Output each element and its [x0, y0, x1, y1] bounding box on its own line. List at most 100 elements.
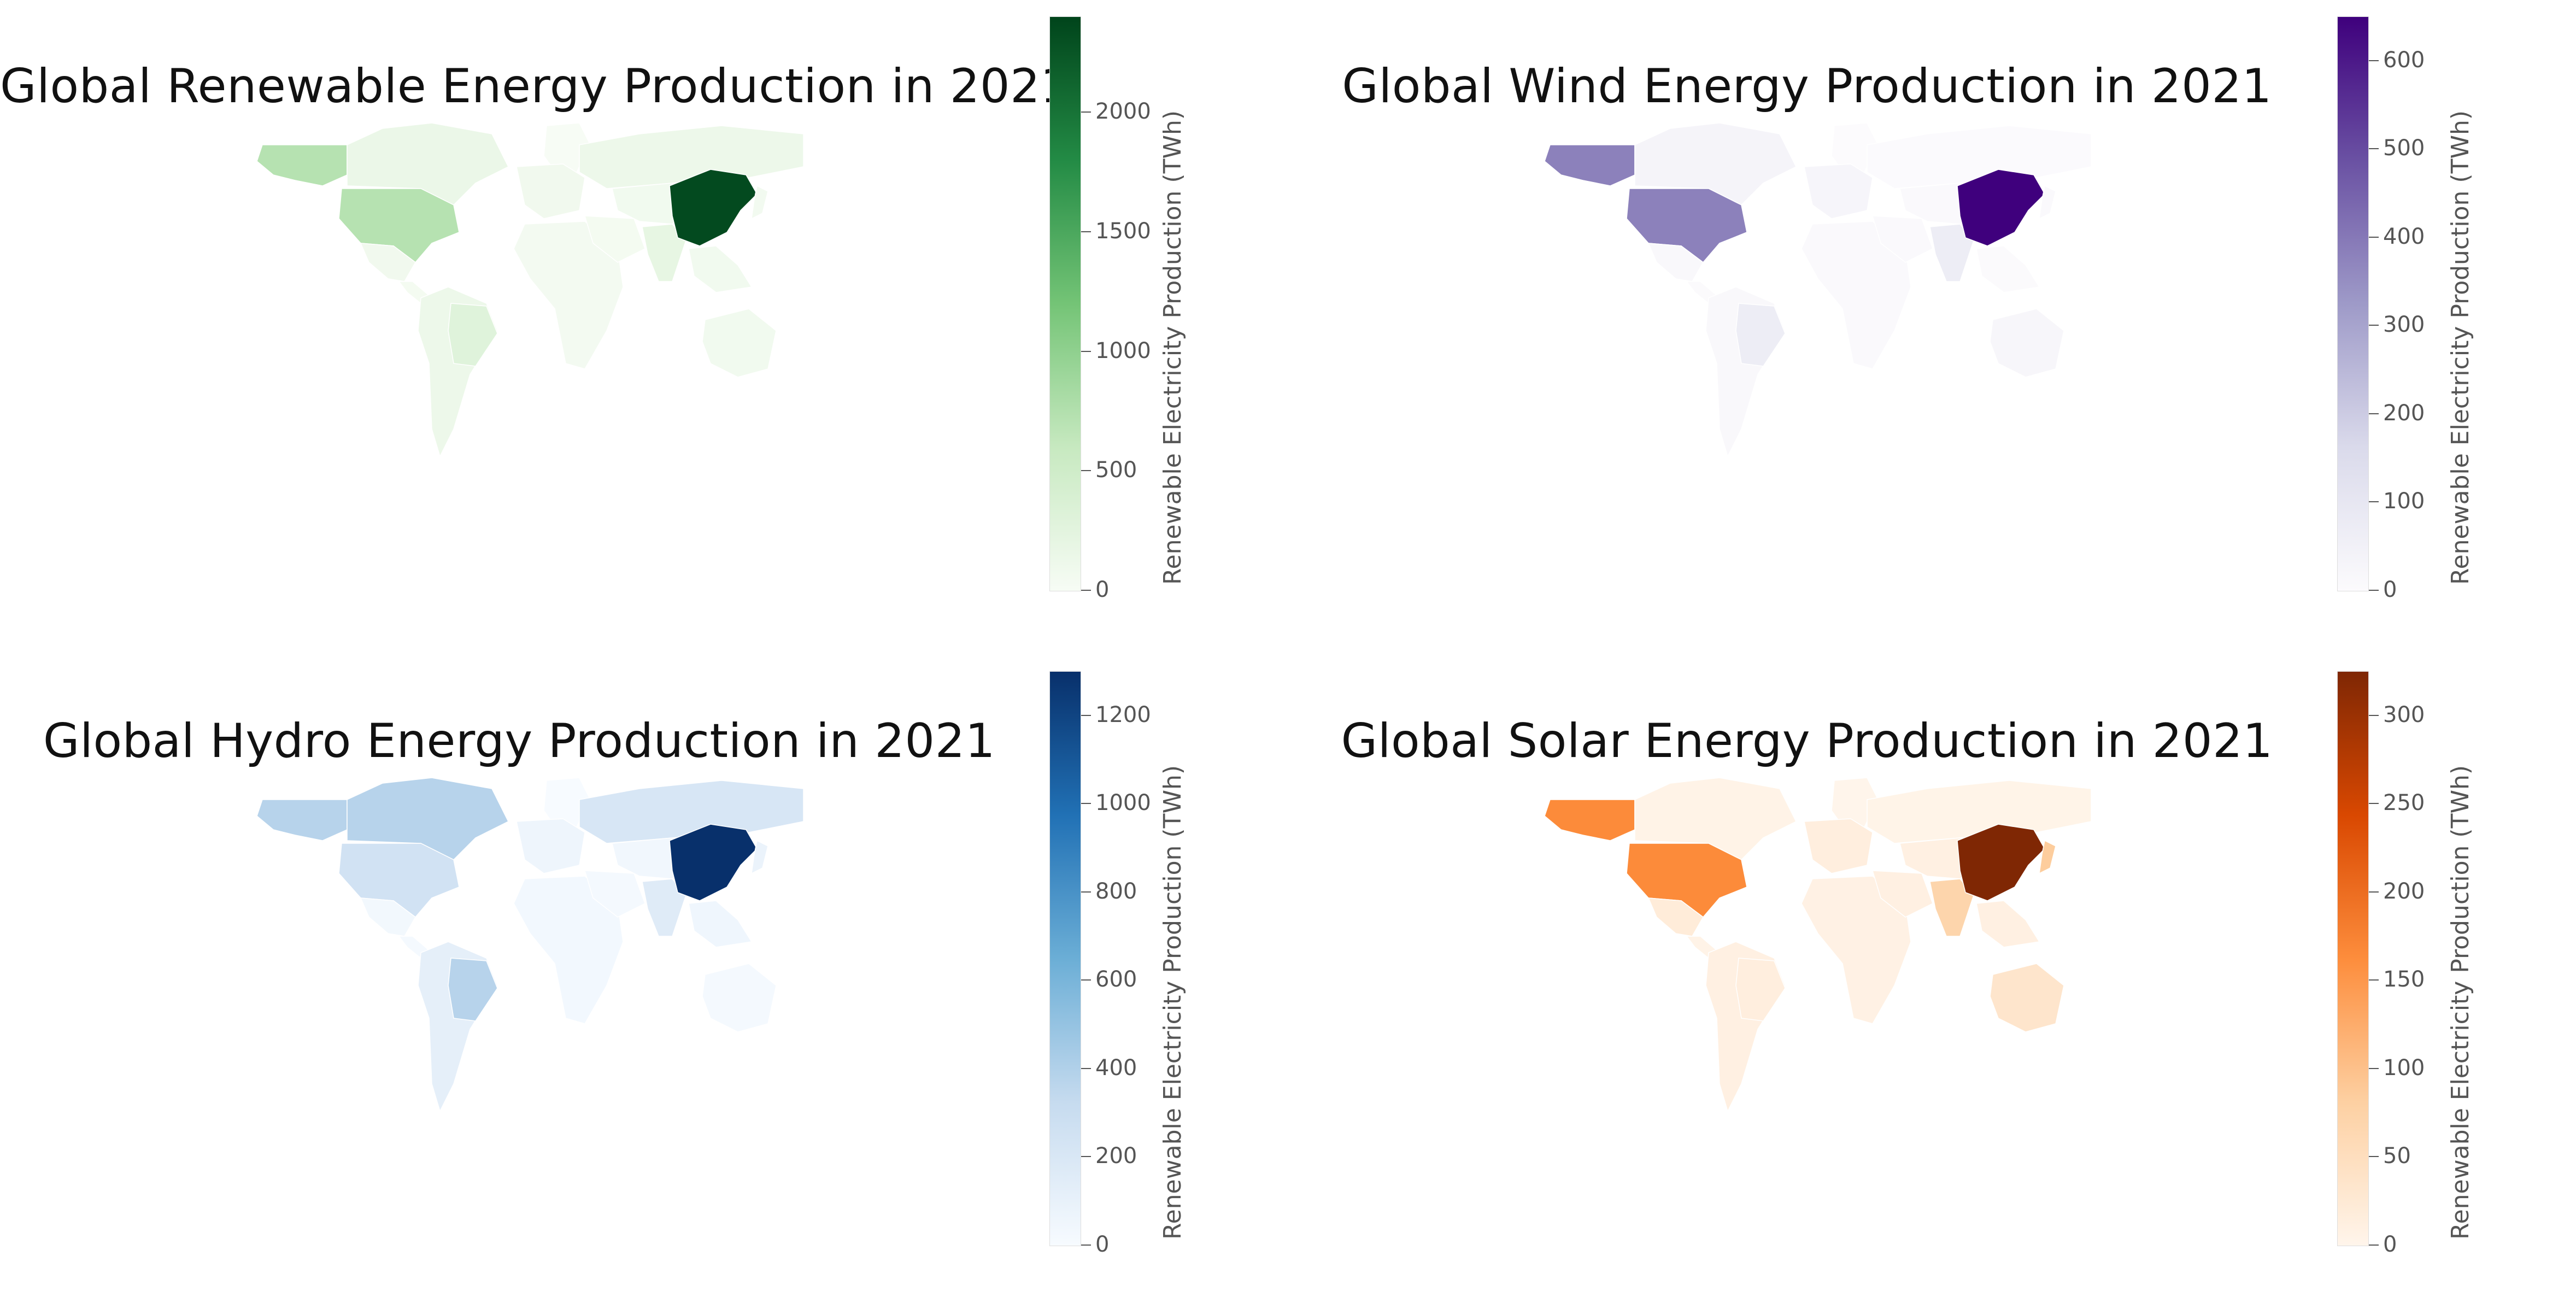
colorbar-tick: [2369, 60, 2379, 61]
colorbar-tick: [1081, 891, 1091, 893]
choropleth-map: [1544, 778, 2092, 1113]
panel-title: Global Renewable Energy Production in 20…: [0, 59, 1071, 114]
region-japan: [751, 185, 768, 220]
colorbar-tick: [2369, 590, 2379, 591]
colorbar-tick-label: 0: [1095, 1232, 1110, 1257]
colorbar-tick: [1081, 1067, 1091, 1069]
region-canada: [1634, 778, 1797, 860]
colorbar-label: Renewable Electricity Production (TWh): [2446, 110, 2474, 585]
colorbar-tick: [2369, 148, 2379, 150]
region-japan: [2039, 185, 2056, 220]
region-australia: [1990, 308, 2064, 378]
colorbar: [1049, 16, 1081, 591]
region-australia: [702, 308, 777, 378]
colorbar-tick: [2369, 501, 2379, 503]
colorbar-tick-label: 1500: [1095, 218, 1151, 244]
region-brazil: [448, 958, 498, 1022]
colorbar-tick: [2369, 1245, 2379, 1246]
region-brazil: [1735, 303, 1786, 367]
region-china: [1957, 824, 2045, 901]
colorbar-label: Renewable Electricity Production (TWh): [1159, 110, 1187, 585]
region-alaska: [1544, 144, 1635, 186]
colorbar-label: Renewable Electricity Production (TWh): [2446, 765, 2474, 1240]
colorbar-tick: [1081, 803, 1091, 805]
region-brazil: [448, 303, 498, 367]
region-europe: [516, 163, 585, 219]
colorbar-tick-label: 100: [2383, 489, 2425, 514]
colorbar-tick-label: 150: [2383, 967, 2425, 993]
region-russia: [1867, 780, 2092, 844]
region-canada: [1634, 123, 1797, 206]
region-china: [669, 169, 758, 246]
colorbar-tick-label: 0: [2383, 1232, 2397, 1257]
colorbar-tick: [1081, 979, 1091, 981]
region-india: [642, 224, 686, 282]
colorbar-tick-label: 50: [2383, 1143, 2411, 1169]
colorbar-tick-label: 1000: [1095, 338, 1151, 363]
region-middle-east: [1871, 215, 1933, 263]
colorbar: [2337, 16, 2369, 591]
region-india: [1929, 878, 1974, 937]
region-russia: [579, 780, 804, 844]
region-europe: [1804, 163, 1873, 219]
colorbar-tick: [2369, 891, 2379, 893]
panel-title: Global Hydro Energy Production in 2021: [43, 714, 996, 768]
choropleth-map: [1544, 123, 2092, 458]
region-china: [1957, 169, 2045, 246]
colorbar-tick-label: 300: [2383, 312, 2425, 338]
region-australia: [702, 963, 777, 1032]
colorbar-tick-label: 600: [2383, 47, 2425, 73]
region-india: [1929, 224, 1974, 282]
colorbar-tick: [1081, 231, 1091, 232]
colorbar-tick: [2369, 325, 2379, 326]
map-panel-total: Global Renewable Energy Production in 20…: [0, 0, 1288, 654]
region-russia: [1867, 125, 2092, 189]
region-india: [642, 878, 686, 937]
colorbar-tick: [2369, 803, 2379, 805]
region-alaska: [256, 799, 348, 841]
region-china: [669, 824, 758, 901]
colorbar-tick-label: 100: [2383, 1055, 2425, 1081]
colorbar-tick: [1081, 111, 1091, 113]
map-panel-wind: Global Wind Energy Production in 2021 0 10…: [1288, 0, 2575, 654]
map-panel-solar: Global Solar Energy Production in 2021 0 5…: [1288, 655, 2575, 1309]
colorbar-tick: [2369, 714, 2379, 716]
region-middle-east: [584, 870, 646, 918]
colorbar-tick-label: 200: [1095, 1143, 1137, 1169]
colorbar: [2337, 671, 2369, 1246]
colorbar-tick-label: 200: [2383, 878, 2425, 904]
colorbar-tick-label: 500: [1095, 457, 1137, 483]
colorbar-tick: [1081, 1156, 1091, 1158]
colorbar-tick: [1081, 1245, 1091, 1246]
colorbar-tick-label: 400: [1095, 1055, 1137, 1081]
colorbar-tick-label: 250: [2383, 790, 2425, 816]
choropleth-map: [256, 778, 804, 1113]
colorbar-tick-label: 600: [1095, 967, 1137, 993]
choropleth-map: [256, 123, 804, 458]
region-japan: [2039, 840, 2056, 874]
colorbar-tick-label: 2000: [1095, 99, 1151, 124]
region-middle-east: [584, 215, 646, 263]
colorbar-tick: [2369, 1067, 2379, 1069]
region-se-asia: [1976, 900, 2040, 948]
colorbar-tick-label: 1000: [1095, 790, 1151, 816]
region-europe: [516, 818, 585, 874]
colorbar-tick: [1081, 470, 1091, 472]
colorbar-tick-label: 200: [2383, 400, 2425, 426]
colorbar-tick-label: 1200: [1095, 702, 1151, 727]
colorbar-tick-label: 0: [2383, 577, 2397, 602]
region-russia: [579, 125, 804, 189]
panel-title: Global Wind Energy Production in 2021: [1342, 59, 2272, 114]
colorbar-tick: [1081, 714, 1091, 716]
colorbar-tick-label: 500: [2383, 136, 2425, 161]
colorbar-tick: [2369, 1156, 2379, 1158]
map-panel-hydro: Global Hydro Energy Production in 2021 0 2…: [0, 655, 1288, 1309]
colorbar-tick: [1081, 350, 1091, 352]
region-se-asia: [688, 900, 753, 948]
colorbar: [1049, 671, 1081, 1246]
region-se-asia: [688, 245, 753, 293]
colorbar-tick: [1081, 590, 1091, 591]
colorbar-label: Renewable Electricity Production (TWh): [1159, 765, 1187, 1240]
region-middle-east: [1871, 870, 1933, 918]
